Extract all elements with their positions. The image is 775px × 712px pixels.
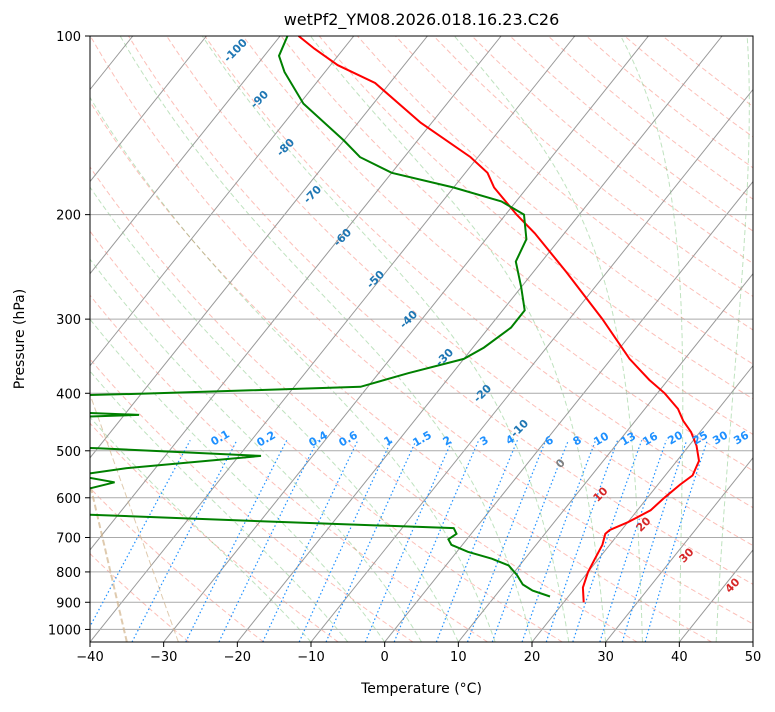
y-tick-label: 500 (56, 445, 81, 460)
isotherm-line (753, 36, 775, 642)
y-tick-label: 900 (56, 596, 81, 611)
x-tick-label: 40 (671, 650, 688, 665)
y-tick-label: 800 (56, 566, 81, 581)
x-tick-label: 10 (450, 650, 467, 665)
y-tick-label: 600 (56, 492, 81, 507)
chart-title: wetPf2_YM08.2026.018.16.23.C26 (284, 10, 560, 30)
y-axis-label: Pressure (hPa) (12, 289, 28, 389)
isotherm-line (0, 36, 59, 642)
y-tick-label: 1000 (48, 623, 81, 638)
y-tick-label: 700 (56, 532, 81, 547)
y-tick-label: 200 (56, 209, 81, 224)
x-tick-label: −40 (76, 650, 103, 665)
y-tick-label: 100 (56, 30, 81, 45)
x-tick-label: 0 (381, 650, 389, 665)
plot-background (90, 36, 753, 642)
x-tick-label: −20 (224, 650, 251, 665)
x-tick-label: 30 (597, 650, 614, 665)
x-tick-label: 20 (524, 650, 541, 665)
y-tick-label: 400 (56, 387, 81, 402)
x-tick-label: −30 (150, 650, 177, 665)
x-tick-label: −10 (297, 650, 324, 665)
y-tick-label: 300 (56, 313, 81, 328)
x-axis-label: Temperature (°C) (360, 681, 482, 697)
x-tick-label: 50 (745, 650, 762, 665)
